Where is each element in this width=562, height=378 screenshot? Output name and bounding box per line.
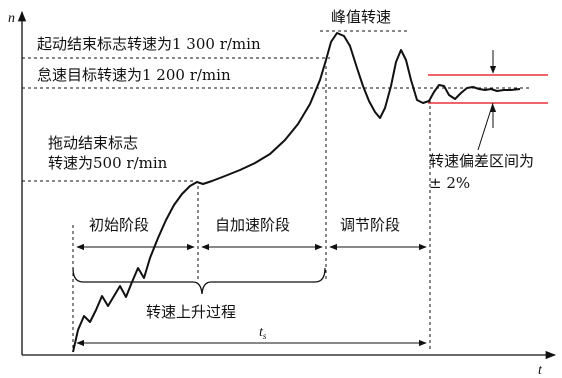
- deviation-label-line1: 转速偏差区间为: [429, 152, 534, 170]
- start-end-speed-label: 起动结束标志转速为1 300 r/min: [37, 35, 261, 53]
- rise-process-brace: [72, 267, 326, 295]
- ts-label: ts: [259, 325, 267, 341]
- y-axis-label: n: [8, 11, 15, 26]
- idle-target-speed-label: 怠速目标转速为1 200 r/min: [37, 66, 231, 84]
- x-axis-label: t: [538, 363, 543, 378]
- ts-label-sub: s: [263, 331, 267, 341]
- phase-label-self-accel: 自加速阶段: [215, 216, 290, 234]
- drag-end-label-line1: 拖动结束标志: [48, 134, 138, 152]
- peak-speed-label: 峰值转速: [331, 8, 391, 26]
- rise-process-label: 转速上升过程: [146, 303, 236, 321]
- ts-label-main: t: [259, 325, 264, 340]
- deviation-label-line2: ± 2%: [429, 174, 470, 192]
- phase-label-regulation: 调节阶段: [340, 216, 400, 234]
- phase-label-initial: 初始阶段: [89, 216, 149, 234]
- drag-end-label-line2: 转速为500 r/min: [48, 154, 168, 172]
- speed-curve: [72, 32, 521, 353]
- tolerance-leader-line: [477, 102, 494, 151]
